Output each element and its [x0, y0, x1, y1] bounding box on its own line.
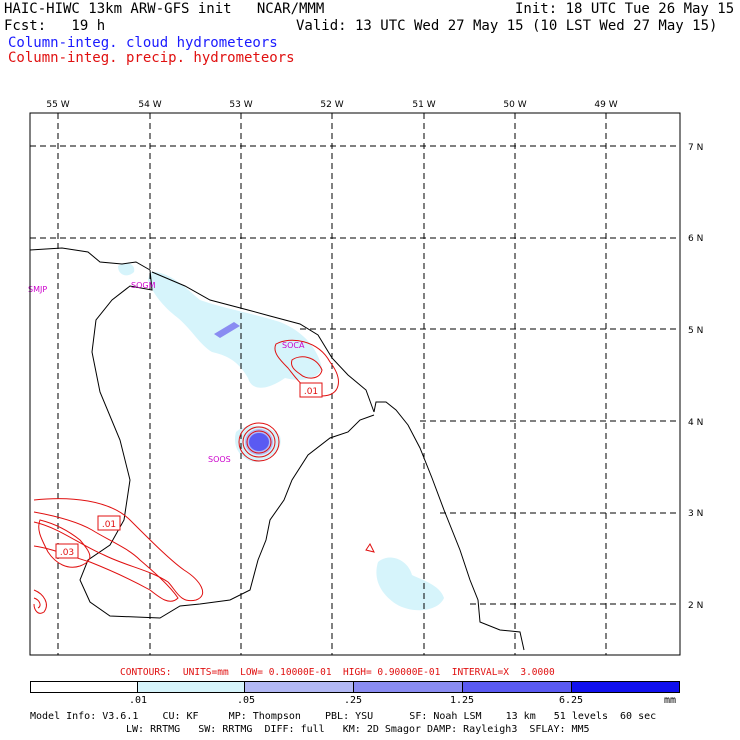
station-soos: SOOS: [208, 455, 231, 464]
precip-field-title: Column-integ. precip. hydrometeors: [8, 50, 295, 66]
longitude-labels: 55 W 54 W 53 W 52 W 51 W 50 W 49 W: [46, 100, 617, 110]
lat-lon-grid: [30, 113, 680, 655]
colorbar-bin: [462, 681, 572, 693]
model-info-line2: LW: RRTMG SW: RRTMG DIFF: full KM: 2D Sm…: [126, 724, 590, 735]
lon-label: 50 W: [503, 100, 526, 110]
colorbar-tick: 6.25: [559, 695, 584, 706]
lon-label: 54 W: [138, 100, 161, 110]
lon-label: 51 W: [412, 100, 435, 110]
contour-label: .01: [102, 520, 116, 530]
cloud-area: [148, 271, 322, 388]
station-soca: SOCA: [282, 341, 305, 350]
lon-label: 52 W: [320, 100, 343, 110]
colorbar-bin: [244, 681, 354, 693]
lon-label: 55 W: [46, 100, 69, 110]
cloud-field-title: Column-integ. cloud hydrometeors: [8, 35, 278, 51]
cloud-area: [376, 557, 444, 611]
station-labels: SMJP SOGM SOCA SOOS: [28, 281, 305, 464]
colorbar-bin: [571, 681, 680, 693]
station-smjp: SMJP: [28, 285, 47, 294]
cloud-core: [249, 433, 269, 451]
precip-contours: [33, 339, 375, 614]
colorbar-tick: .25: [344, 695, 363, 706]
lat-label: 6 N: [688, 234, 703, 244]
colorbar-bin: [353, 681, 463, 693]
colorbar-bin: [30, 681, 138, 693]
colorbar-tick: .01: [129, 695, 148, 706]
contour-label: .01: [304, 387, 318, 397]
lat-label: 4 N: [688, 418, 703, 428]
colorbar-tick: .05: [237, 695, 256, 706]
model-info-line1: Model Info: V3.6.1 CU: KF MP: Thompson P…: [30, 711, 657, 722]
colorbar-tick: 1.25: [450, 695, 475, 706]
lon-label: 49 W: [594, 100, 617, 110]
lat-label: 2 N: [688, 601, 703, 611]
station-sogm: SOGM: [131, 281, 156, 290]
forecast-hour: Fcst: 19 h: [4, 18, 106, 34]
contour-info: CONTOURS: UNITS=mm LOW= 0.10000E-01 HIGH…: [120, 667, 555, 678]
lat-label: 5 N: [688, 326, 703, 336]
lat-label: 7 N: [688, 143, 703, 153]
coastline: [29, 247, 525, 651]
contour-labels: .01 .01 .03: [55, 382, 323, 559]
colorbar-units: mm: [664, 695, 677, 706]
cloud-shading: [118, 263, 444, 611]
map-frame: [29, 112, 681, 656]
lon-label: 53 W: [229, 100, 252, 110]
model-title: HAIC-HIWC 13km ARW-GFS init NCAR/MMM: [4, 1, 325, 17]
lat-label: 3 N: [688, 509, 703, 519]
contour-label: .03: [60, 548, 74, 558]
valid-time: Valid: 13 UTC Wed 27 May 15 (10 LST Wed …: [296, 18, 718, 34]
latitude-labels: 7 N 6 N 5 N 4 N 3 N 2 N: [688, 143, 703, 611]
init-time: Init: 18 UTC Tue 26 May 15: [515, 1, 735, 17]
cloud-area: [214, 322, 240, 338]
cloud-area: [118, 263, 135, 276]
colorbar-bin: [137, 681, 245, 693]
